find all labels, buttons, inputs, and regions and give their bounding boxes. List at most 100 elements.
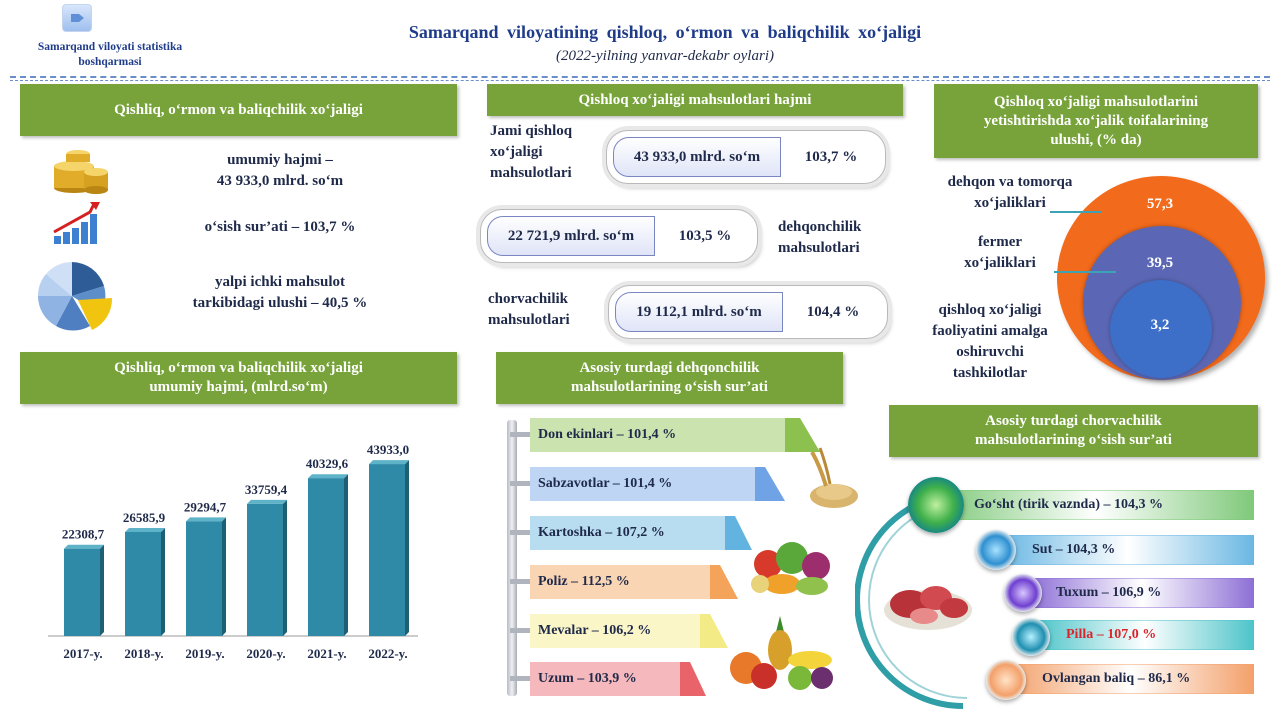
dehqon-item-poliz: Poliz – 112,5 % <box>510 565 750 599</box>
chart-bar-side <box>161 527 165 636</box>
chart-bar <box>64 548 100 636</box>
chart-bar <box>247 503 283 636</box>
total-products-pill: 43 933,0 mlrd. so‘m 103,7 % <box>606 130 886 184</box>
circle-tashkilot <box>1110 280 1212 378</box>
vegetables-icon <box>746 536 840 600</box>
chart-bar-side <box>405 460 409 636</box>
gdp-share-stat: yalpi ichki mahsulot tarkibidagi ulushi … <box>192 274 368 311</box>
crop-products-pct: 103,5 % <box>678 227 732 244</box>
dehqon-item-don: Don ekinlari – 101,4 % <box>510 418 820 452</box>
chart-bar-side <box>283 499 287 636</box>
meat-icon <box>880 570 976 636</box>
chart-bar <box>308 478 344 636</box>
chart-bar <box>186 521 222 636</box>
crop-products-value: 22 721,9 mlrd. so‘m <box>487 216 655 256</box>
chart-bar-top <box>308 474 348 479</box>
chart-value-label: 26585,9 <box>123 510 166 525</box>
bullet-pilla <box>1012 618 1050 656</box>
chart-value-label: 43933,0 <box>367 442 409 457</box>
page-subtitle: (2022-yilning yanvar-dekabr oylari) <box>556 48 774 64</box>
chorva-row-tuxum: Tuxum – 106,9 % <box>1030 578 1254 608</box>
chorva-heading: Asosiy turdagi chorvachilik mahsulotlari… <box>889 405 1258 457</box>
chart-bar-top <box>186 517 226 522</box>
chorva-label-baliq: Ovlangan baliq – 86,1 % <box>1042 671 1191 686</box>
leader-line-1 <box>1050 211 1102 213</box>
label-fermer: fermer xo‘jaliklari <box>964 234 1036 271</box>
share-tashkilot-value: 3,2 <box>1150 317 1170 333</box>
chart-bar-side <box>222 517 226 636</box>
dehqon-connector <box>507 420 517 696</box>
total-products-label: Jami qishloq xo‘jaligi mahsulotlari <box>490 123 573 181</box>
chart-bar <box>125 531 161 636</box>
growth-chart-icon <box>50 198 112 248</box>
chart-category-label: 2020-y. <box>246 646 285 661</box>
chorva-label-tuxum: Tuxum – 106,9 % <box>1056 585 1162 600</box>
chart-value-label: 40329,6 <box>306 456 349 471</box>
chart-bar-top <box>125 527 165 532</box>
chart-value-label: 33759,4 <box>245 482 288 497</box>
bullet-gosht <box>908 477 964 533</box>
share-dehqon-value: 57,3 <box>1146 196 1174 212</box>
chorva-row-baliq: Ovlangan baliq – 86,1 % <box>1008 664 1254 694</box>
chart-category-label: 2018-y. <box>124 646 163 661</box>
chart-bar-group <box>247 499 287 636</box>
chart-bar-group <box>64 544 104 636</box>
bullet-sut <box>976 530 1016 570</box>
dehqon-label-sabzavot: Sabzavotlar – 101,4 % <box>538 476 673 491</box>
org-name: Samarqand viloyati statistika boshqarmas… <box>37 41 183 68</box>
livestock-products-pct: 104,4 % <box>806 303 860 320</box>
label-dehqon: dehqon va tomorqa xo‘jaliklari <box>947 174 1073 211</box>
pie-chart-icon <box>34 258 118 334</box>
logo-icon <box>62 4 92 32</box>
chart-bar-group <box>186 517 226 636</box>
chart-value-label: 22308,7 <box>62 527 105 542</box>
dehqon-label-kartoshka: Kartoshka – 107,2 % <box>538 525 665 540</box>
header-divider <box>10 76 1270 78</box>
dehqon-label-uzum: Uzum – 103,9 % <box>538 671 637 686</box>
chart-category-label: 2021-y. <box>307 646 346 661</box>
dehqon-heading: Asosiy turdagi dehqonchilik mahsulotlari… <box>496 352 843 404</box>
label-tashkilot: qishloq xo‘jaligi faoliyatini amalga osh… <box>932 302 1048 381</box>
total-volume-stat: umumiy hajmi – 43 933,0 mlrd. so‘m <box>216 152 344 189</box>
chart-bar-group <box>308 474 348 636</box>
share-fermer-value: 39,5 <box>1146 255 1174 271</box>
chart-bar-top <box>247 499 287 504</box>
chorva-row-gosht: Go‘sht (tirik vaznda) – 104,3 % <box>938 490 1254 520</box>
coins-icon <box>50 146 112 196</box>
livestock-products-label: chorvachilik mahsulotlari <box>488 291 570 328</box>
chorva-label-gosht: Go‘sht (tirik vaznda) – 104,3 % <box>974 497 1163 512</box>
chart-bar-group <box>125 527 165 636</box>
page-title: Samarqand viloyatining qishloq, o‘rmon v… <box>408 22 922 42</box>
chart-category-label: 2017-y. <box>63 646 102 661</box>
dehqon-label-mevalar: Mevalar – 106,2 % <box>538 623 652 638</box>
header-divider-2 <box>10 80 1270 81</box>
chart-heading: Qishliq, o‘rmon va baliqchilik xo‘jaligi… <box>20 352 457 404</box>
chart-bar-top <box>64 544 104 549</box>
dehqon-item-kartoshka: Kartoshka – 107,2 % <box>510 516 770 550</box>
chart-bar-top <box>369 460 409 465</box>
livestock-products-value: 19 112,1 mlrd. so‘m <box>615 292 783 332</box>
chorva-label-sut: Sut – 104,3 % <box>1032 542 1116 557</box>
dehqon-label-poliz: Poliz – 112,5 % <box>538 574 630 589</box>
chart-bar-side <box>344 474 348 636</box>
chart-value-label: 29294,7 <box>184 499 227 514</box>
dehqon-item-sabzavot: Sabzavotlar – 101,4 % <box>510 467 800 501</box>
chorva-row-pilla: Pilla – 107,0 % <box>1036 620 1254 650</box>
growth-rate-stat: o‘sish sur’ati – 103,7 % <box>204 219 356 235</box>
chart-category-label: 2019-y. <box>185 646 224 661</box>
crop-products-label: dehqonchilik mahsulotlari <box>778 219 862 256</box>
crop-products-pill: 22 721,9 mlrd. so‘m 103,5 % <box>480 209 758 263</box>
chorva-label-pilla: Pilla – 107,0 % <box>1066 627 1157 642</box>
total-products-value: 43 933,0 mlrd. so‘m <box>613 137 781 177</box>
total-products-pct: 103,7 % <box>804 148 858 165</box>
chart-bar-side <box>100 544 104 636</box>
bullet-tuxum <box>1004 574 1042 612</box>
chorva-row-sut: Sut – 104,3 % <box>1002 535 1254 565</box>
chart-bar <box>369 464 405 636</box>
bar-chart: 22308,7 2017-y. 26585,9 2018-y. 29294,7 2019-… <box>48 442 418 661</box>
leader-line-2 <box>1054 271 1116 273</box>
dehqon-item-uzum: Uzum – 103,9 % <box>510 662 720 696</box>
middle-top-heading: Qishloq xo‘jaligi mahsulotlari hajmi <box>487 84 903 116</box>
wheat-icon <box>800 446 860 512</box>
fruits-icon <box>724 614 838 692</box>
